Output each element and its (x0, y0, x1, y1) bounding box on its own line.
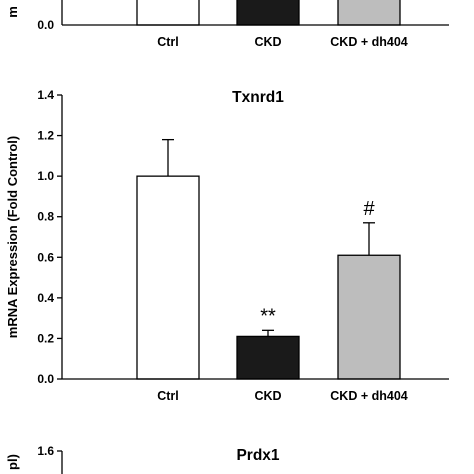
bottom-chart-title: Prdx1 (236, 447, 279, 464)
top-x-tick-label-ckd: CKD (254, 35, 281, 49)
top-y-tick-label: 0.0 (37, 18, 54, 32)
bars: ** # (136, 138, 401, 380)
y-tick-label: 0.2 (37, 331, 54, 345)
panel-txnrd1-chart: Txnrd1 mRNA Expression (Fold Control) 0.… (5, 88, 449, 403)
top-bar-ckd (236, 0, 300, 26)
y-axis-ticks: 0.0 0.2 0.4 0.6 0.8 1.0 1.2 1.4 (37, 88, 62, 386)
bottom-y-tick-label: 1.6 (37, 444, 54, 458)
top-bar-ctrl (136, 0, 200, 26)
y-tick-label: 1.0 (37, 169, 54, 183)
top-x-tick-label-ctrl: Ctrl (157, 35, 179, 49)
bar-ckd (236, 335, 300, 380)
x-tick-label-ckd: CKD (254, 389, 281, 403)
top-bars (136, 0, 401, 26)
top-y-axis-label: m (5, 6, 20, 18)
y-tick-label: 0.8 (37, 210, 54, 224)
significance-marker-ckd-dh404: # (363, 198, 375, 220)
chart-title: Txnrd1 (232, 89, 284, 106)
y-tick-label: 1.4 (37, 88, 54, 102)
y-tick-label: 0.4 (37, 291, 54, 305)
bar-ctrl (136, 175, 200, 380)
top-bar-ckd-dh404 (337, 0, 401, 26)
panel-top-chart: m 0.0 Ctrl CKD CKD + dh404 (5, 0, 449, 49)
top-x-tick-label-ckd-dh404: CKD + dh404 (330, 35, 408, 49)
significance-marker-ckd: ** (260, 305, 276, 327)
bar-ckd-dh404 (337, 254, 401, 380)
y-tick-label: 1.2 (37, 129, 54, 143)
y-tick-label: 0.0 (37, 372, 54, 386)
bottom-y-axis-label: pl) (5, 454, 20, 470)
y-tick-label: 0.6 (37, 250, 54, 264)
panel-prdx1-chart: Prdx1 pl) 1.6 (5, 444, 280, 474)
x-tick-label-ckd-dh404: CKD + dh404 (330, 389, 408, 403)
y-axis-label: mRNA Expression (Fold Control) (5, 136, 20, 338)
x-tick-label-ctrl: Ctrl (157, 389, 179, 403)
